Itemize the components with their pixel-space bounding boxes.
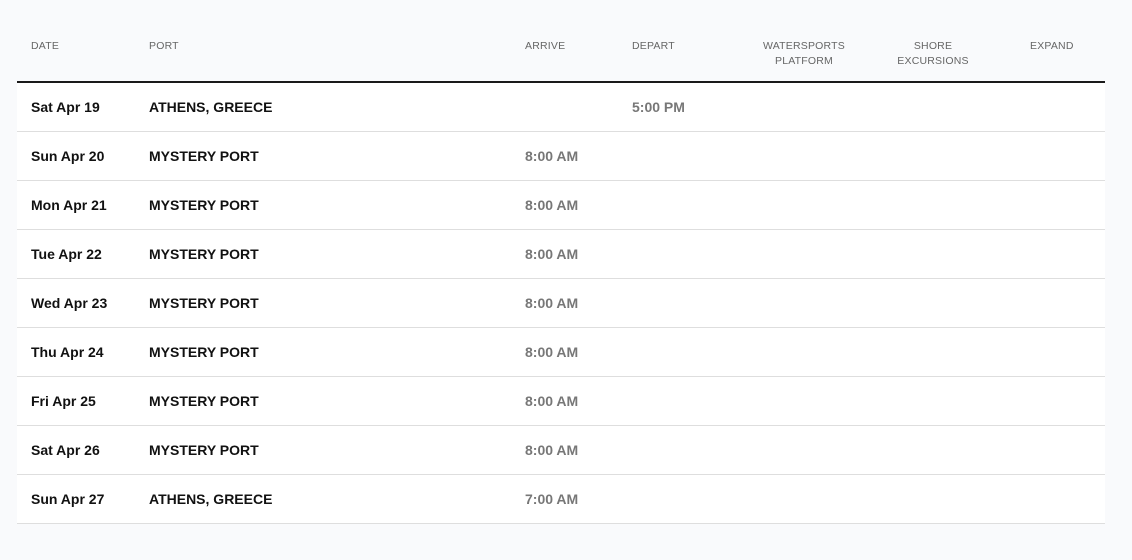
table-row[interactable]: Sat Apr 19 ATHENS, GREECE 5:00 PM (17, 83, 1105, 132)
port-name: MYSTERY PORT (149, 344, 259, 360)
day-date: Sun Apr 20 (31, 148, 105, 164)
port-name: MYSTERY PORT (149, 295, 259, 311)
arrive-time: 8:00 AM (525, 295, 579, 311)
table-row[interactable]: Fri Apr 25 MYSTERY PORT 8:00 AM (17, 377, 1105, 426)
arrive-time: 8:00 AM (525, 344, 579, 360)
arrive-time: 8:00 AM (525, 393, 579, 409)
header-watersports-platform: WATERSPORTS PLATFORM (744, 39, 864, 69)
header-line: PLATFORM (775, 55, 833, 67)
arrive-time: 8:00 AM (525, 442, 579, 458)
depart-time: 5:00 PM (632, 99, 685, 115)
day-date: Tue Apr 22 (31, 246, 102, 262)
day-date: Wed Apr 23 (31, 295, 108, 311)
arrive-time: 7:00 AM (525, 491, 579, 507)
day-date: Thu Apr 24 (31, 344, 104, 360)
port-name: MYSTERY PORT (149, 246, 259, 262)
header-shore-excursions: SHORE EXCURSIONS (873, 39, 993, 69)
table-row[interactable]: Mon Apr 21 MYSTERY PORT 8:00 AM (17, 181, 1105, 230)
arrive-time: 8:00 AM (525, 148, 579, 164)
header-line: EXCURSIONS (897, 55, 969, 67)
arrive-time: 8:00 AM (525, 197, 579, 213)
header-depart: DEPART (632, 40, 675, 52)
header-expand: EXPAND (1030, 40, 1074, 52)
table-row[interactable]: Sun Apr 27 ATHENS, GREECE 7:00 AM (17, 475, 1105, 524)
port-name: MYSTERY PORT (149, 442, 259, 458)
table-row[interactable]: Wed Apr 23 MYSTERY PORT 8:00 AM (17, 279, 1105, 328)
arrive-time: 8:00 AM (525, 246, 579, 262)
port-name: MYSTERY PORT (149, 197, 259, 213)
table-row[interactable]: Sun Apr 20 MYSTERY PORT 8:00 AM (17, 132, 1105, 181)
port-name: MYSTERY PORT (149, 393, 259, 409)
day-date: Sat Apr 26 (31, 442, 100, 458)
port-name: MYSTERY PORT (149, 148, 259, 164)
port-name: ATHENS, GREECE (149, 491, 273, 507)
header-line: SHORE (913, 40, 953, 52)
itinerary-table: DATE PORT ARRIVE DEPART WATERSPORTS PLAT… (17, 0, 1105, 524)
day-date: Fri Apr 25 (31, 393, 96, 409)
day-date: Sat Apr 19 (31, 99, 100, 115)
table-row[interactable]: Thu Apr 24 MYSTERY PORT 8:00 AM (17, 328, 1105, 377)
day-date: Sun Apr 27 (31, 491, 105, 507)
header-line: WATERSPORTS (763, 40, 845, 52)
header-port: PORT (149, 40, 179, 52)
table-row[interactable]: Sat Apr 26 MYSTERY PORT 8:00 AM (17, 426, 1105, 475)
day-date: Mon Apr 21 (31, 197, 107, 213)
table-header: DATE PORT ARRIVE DEPART WATERSPORTS PLAT… (17, 0, 1105, 83)
port-name: ATHENS, GREECE (149, 99, 273, 115)
header-date: DATE (31, 40, 60, 52)
header-arrive: ARRIVE (525, 40, 566, 52)
table-row[interactable]: Tue Apr 22 MYSTERY PORT 8:00 AM (17, 230, 1105, 279)
